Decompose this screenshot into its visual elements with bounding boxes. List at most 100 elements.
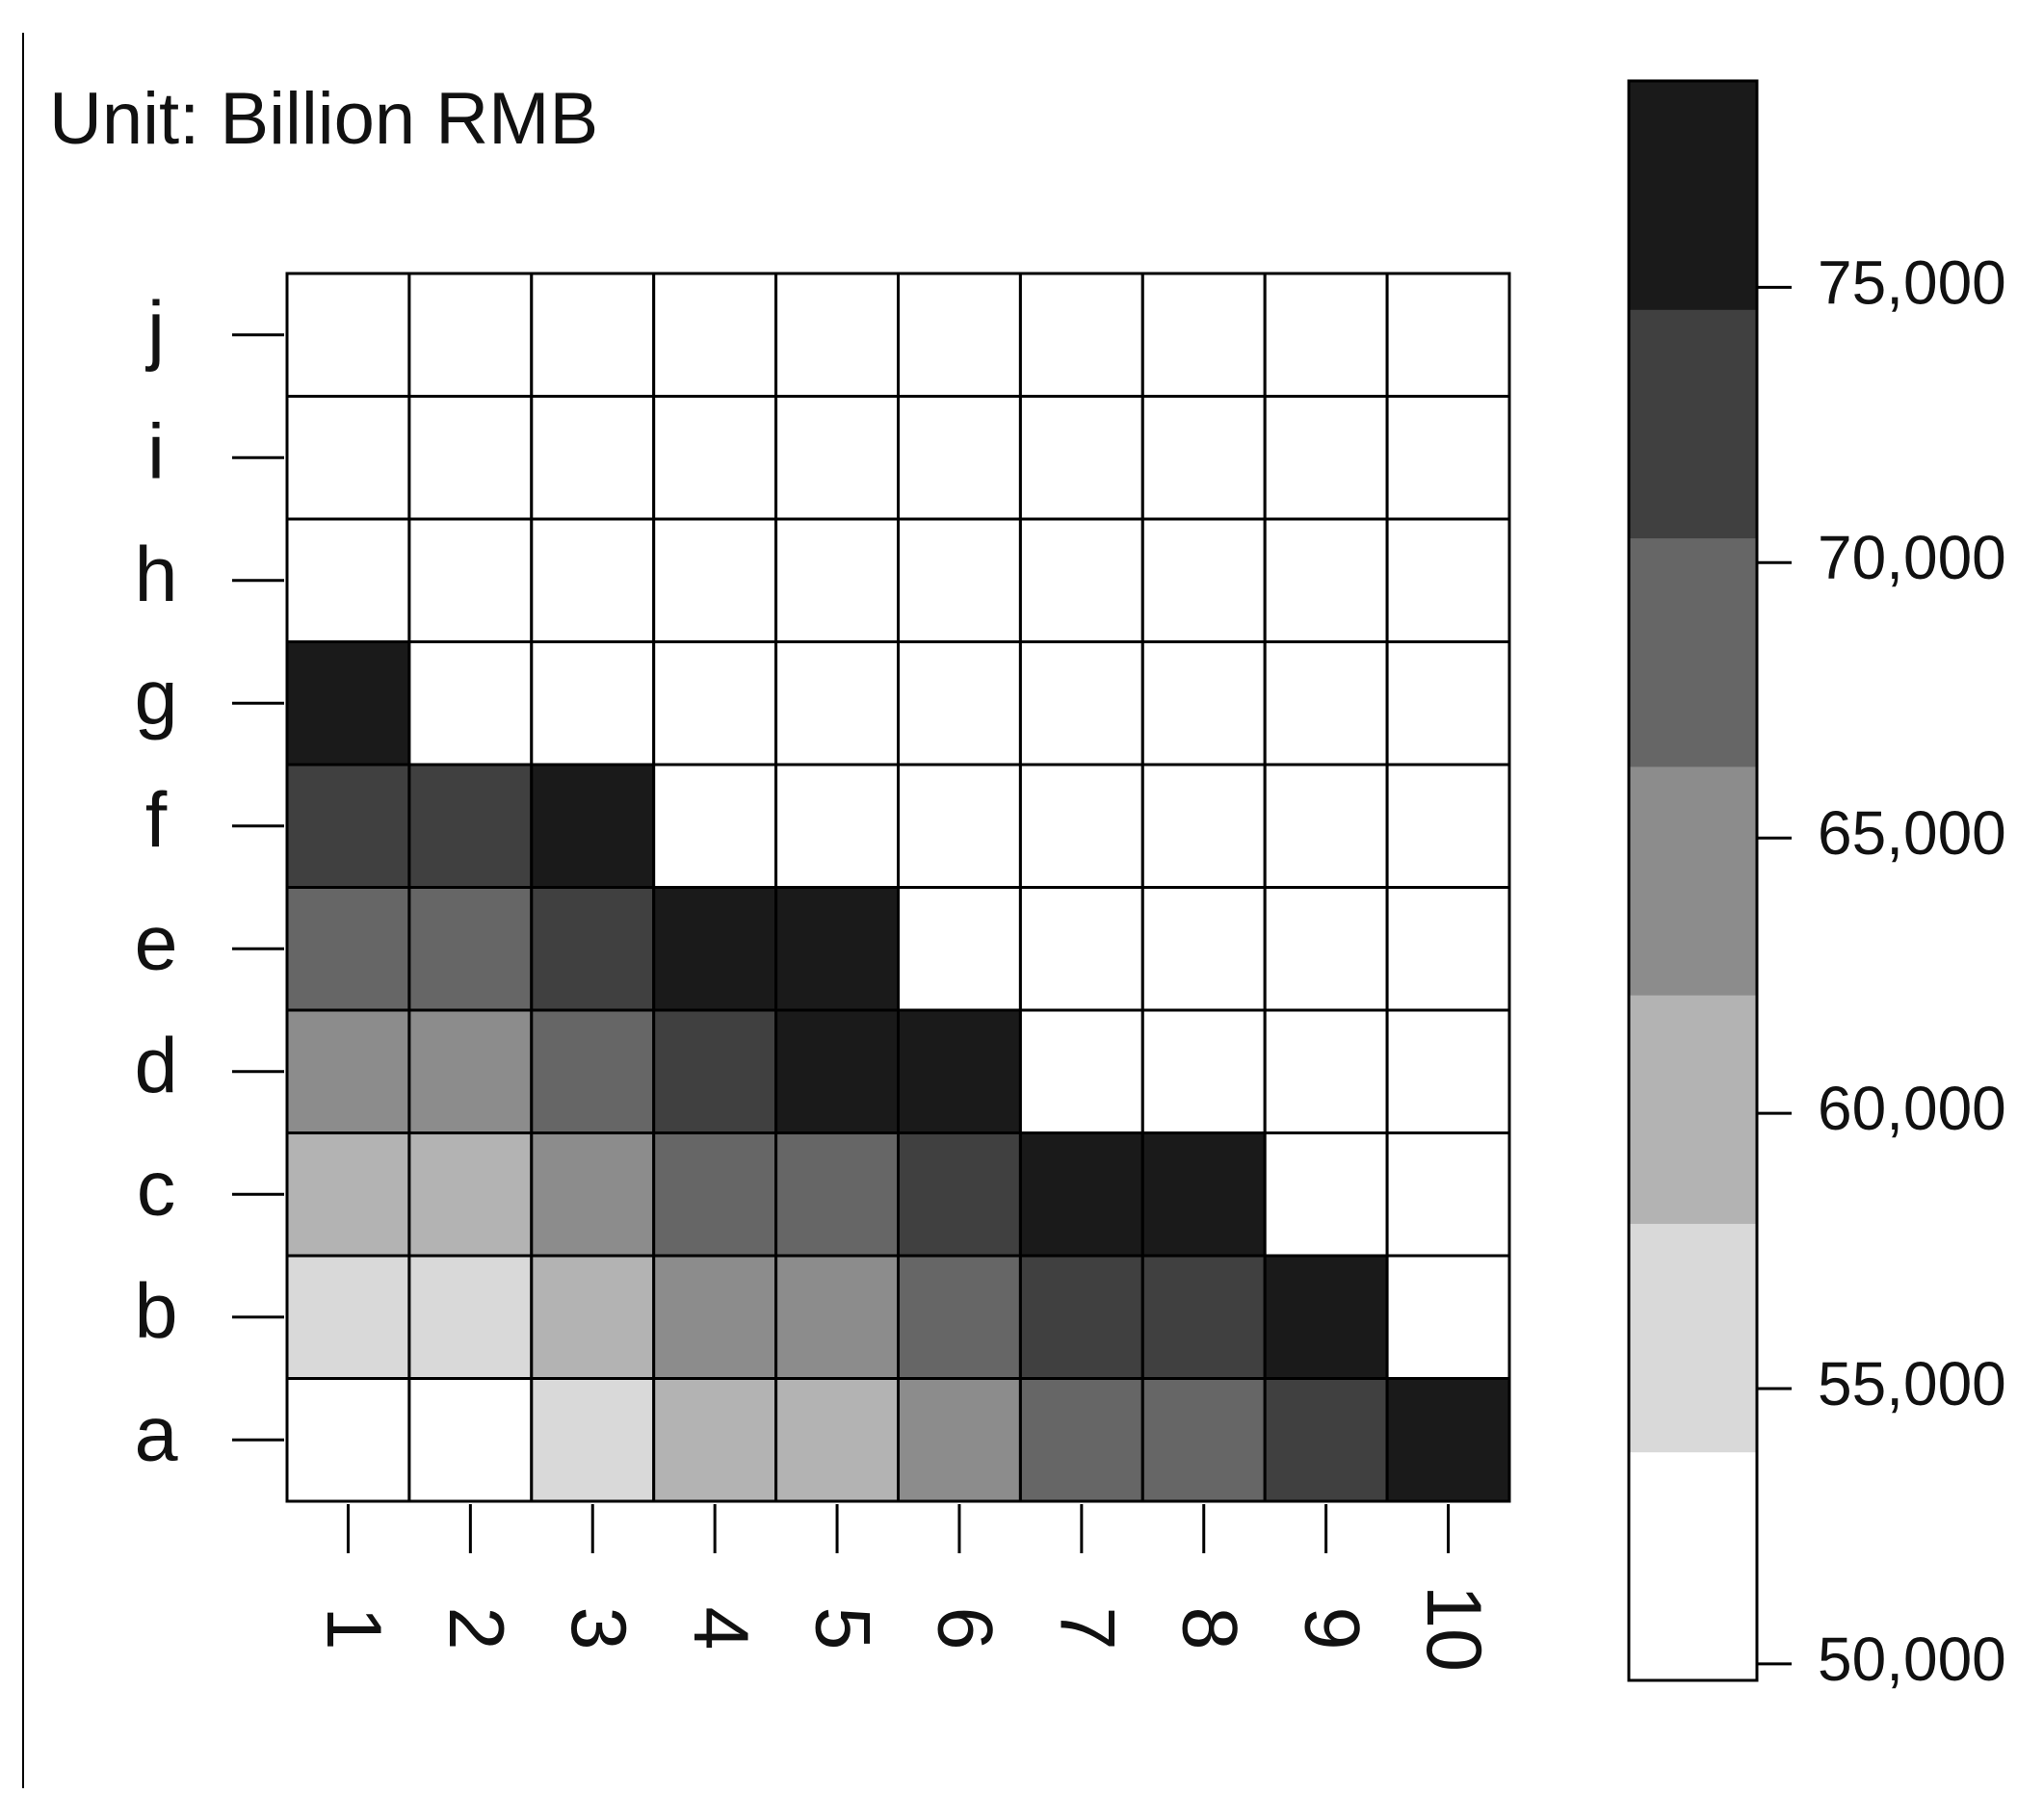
cell (652, 1131, 778, 1258)
x-tick-label: 7 (1043, 1606, 1130, 1650)
cell (652, 1377, 778, 1503)
cell (774, 640, 900, 767)
legend-swatch (1629, 1451, 1757, 1681)
cell (285, 640, 411, 767)
cell (897, 1254, 1022, 1380)
cell (407, 272, 534, 398)
cell (285, 1377, 411, 1503)
cell (774, 1377, 900, 1503)
cell (897, 272, 1022, 398)
cell (1263, 272, 1389, 398)
legend-swatch (1629, 537, 1757, 767)
legend-tick-label: 75,000 (1818, 247, 2006, 317)
cell (1018, 763, 1144, 889)
cell (774, 1254, 900, 1380)
cell (1263, 395, 1389, 521)
y-tick-label: b (134, 1268, 177, 1355)
cell (1140, 1131, 1267, 1258)
cell (1140, 886, 1267, 1012)
cell (285, 1254, 411, 1380)
cell (1140, 1254, 1267, 1380)
cell (407, 1131, 534, 1258)
x-tick-label: 2 (432, 1606, 519, 1650)
cell (652, 395, 778, 521)
cell (530, 1377, 656, 1503)
cell (897, 763, 1022, 889)
cell (1385, 395, 1511, 521)
cell (1140, 395, 1267, 521)
cell (1385, 1377, 1511, 1503)
legend-tick-label: 65,000 (1818, 798, 2006, 868)
cell (1018, 886, 1144, 1012)
cell (774, 886, 900, 1012)
cell (407, 640, 534, 767)
cell (407, 1008, 534, 1134)
cell (774, 763, 900, 889)
cell (1385, 886, 1511, 1012)
cell (1385, 517, 1511, 643)
cell (897, 517, 1022, 643)
cell (652, 1254, 778, 1380)
cell (1385, 1008, 1511, 1134)
cell (897, 1131, 1022, 1258)
cell (285, 886, 411, 1012)
y-tick-label: h (134, 532, 177, 618)
cell (1385, 640, 1511, 767)
cell (285, 1008, 411, 1134)
cell (530, 1254, 656, 1380)
cell (1140, 763, 1267, 889)
cell (1018, 1131, 1144, 1258)
cell (407, 886, 534, 1012)
cell (407, 763, 534, 889)
cell (774, 1131, 900, 1258)
cell (652, 517, 778, 643)
cell (1385, 1131, 1511, 1258)
cell (1140, 272, 1267, 398)
cell (652, 1008, 778, 1134)
cell (1018, 395, 1144, 521)
y-tick-label: j (145, 286, 165, 373)
cell (407, 1377, 534, 1503)
cell (285, 517, 411, 643)
legend-swatch (1629, 995, 1757, 1224)
x-tick-label: 5 (799, 1606, 886, 1650)
cell (1018, 1377, 1144, 1503)
cell (652, 640, 778, 767)
cell (1263, 1131, 1389, 1258)
cell (1140, 517, 1267, 643)
cell (530, 272, 656, 398)
cell (1018, 1008, 1144, 1134)
y-tick-label: e (134, 900, 177, 987)
y-tick-label: a (134, 1391, 178, 1478)
chart-title: Unit: Billion RMB (49, 78, 598, 160)
cell (897, 640, 1022, 767)
cell (530, 1008, 656, 1134)
cell (1140, 1377, 1267, 1503)
cell (407, 395, 534, 521)
cell (774, 1008, 900, 1134)
cell (1018, 1254, 1144, 1380)
cell (285, 272, 411, 398)
cell (774, 395, 900, 521)
cell (1263, 517, 1389, 643)
cell (1385, 1254, 1511, 1380)
cell (530, 1131, 656, 1258)
cell (1140, 1008, 1267, 1134)
cell (407, 1254, 534, 1380)
cell (285, 763, 411, 889)
x-tick-label: 3 (555, 1606, 642, 1650)
legend-swatch (1629, 1223, 1757, 1453)
cell (897, 886, 1022, 1012)
legend-tick-label: 60,000 (1818, 1074, 2006, 1143)
cell (897, 1008, 1022, 1134)
cell (1263, 1377, 1389, 1503)
cell (652, 886, 778, 1012)
cell (530, 395, 656, 521)
y-tick-label: f (145, 777, 168, 864)
legend-tick-label: 50,000 (1818, 1625, 2006, 1694)
cell (774, 272, 900, 398)
cell (285, 395, 411, 521)
legend-swatch (1629, 766, 1757, 996)
